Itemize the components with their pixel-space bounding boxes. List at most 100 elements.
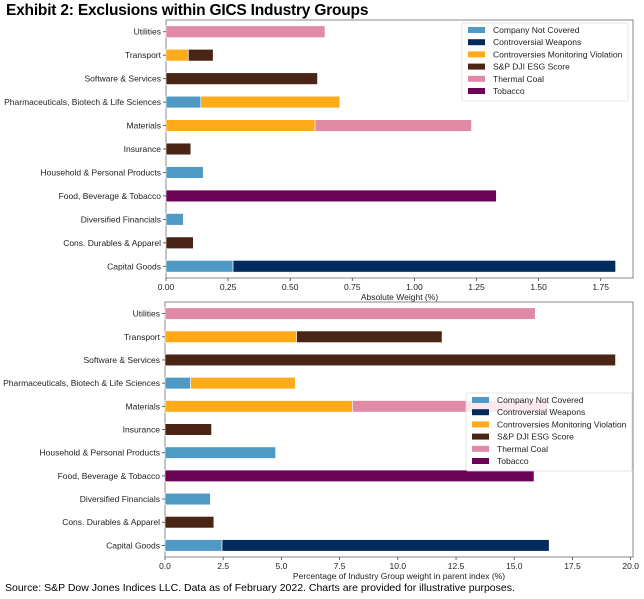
x-tick-label: 5.0	[276, 561, 288, 571]
y-tick-label-insurance: Insurance	[123, 425, 161, 435]
x-tick-label: 0.75	[344, 282, 361, 292]
y-tick-label-diversified-financials: Diversified Financials	[80, 494, 160, 504]
legend-swatch-company-not-covered	[468, 27, 485, 33]
legend: Company Not Covered Controversial Weapons…	[461, 22, 629, 102]
bar-pharmaceuticals-biotech-and-life-sciences-controversies-monitoring-violation	[190, 377, 296, 390]
legend-box	[461, 22, 629, 102]
legend-box	[465, 392, 633, 472]
y-tick-label-software-and-services: Software & Services	[84, 74, 161, 84]
bar-transport-sandp-dji-esg-score	[188, 49, 214, 62]
bar-capital-goods-company-not-covered	[165, 260, 234, 273]
bar-capital-goods-company-not-covered	[164, 539, 223, 552]
bar-diversified-financials-company-not-covered	[164, 492, 211, 506]
bar-food-beverage-and-tobacco-tobacco	[165, 189, 497, 203]
y-tick-label-food-beverage-and-tobacco: Food, Beverage & Tobacco	[58, 471, 161, 481]
legend: Company Not Covered Controversial Weapons…	[465, 392, 633, 472]
legend-swatch-company-not-covered	[472, 397, 489, 403]
bar-insurance-sandp-dji-esg-score	[165, 142, 192, 156]
x-tick-label: 10.0	[390, 561, 407, 571]
legend-swatch-sandp-dji-esg-score	[468, 63, 485, 70]
x-tick-label: 2.5	[217, 561, 229, 571]
legend-swatch-controversial-weapons	[468, 39, 485, 46]
y-tick-label-insurance: Insurance	[124, 144, 162, 154]
y-tick-label-cons-durables-and-apparel: Cons. Durables & Apparel	[62, 517, 160, 527]
bar-software-and-services-sandp-dji-esg-score	[165, 72, 318, 85]
y-tick-label-utilities: Utilities	[134, 27, 161, 37]
x-tick-label: 1.50	[530, 282, 547, 292]
bar-materials-controversies-monitoring-violation	[164, 400, 353, 413]
legend-swatch-tobacco	[468, 88, 485, 94]
y-tick-label-pharmaceuticals-biotech-and-life-sciences: Pharmaceuticals, Biotech & Life Sciences	[3, 378, 160, 388]
y-tick-label-transport: Transport	[125, 50, 162, 60]
y-tick-label-capital-goods: Capital Goods	[106, 540, 160, 550]
legend-swatch-thermal-coal	[472, 445, 489, 452]
legend-label-controversial-weapons: Controversial Weapons	[493, 37, 581, 47]
x-axis-label: Percentage of Industry Group weight in p…	[293, 571, 505, 581]
legend-label-tobacco: Tobacco	[493, 86, 525, 96]
x-tick-label: 20.0	[622, 561, 639, 571]
bar-transport-sandp-dji-esg-score	[296, 330, 443, 343]
bar-insurance-sandp-dji-esg-score	[164, 423, 212, 436]
bar-utilities-thermal-coal	[165, 25, 326, 38]
bar-transport-controversies-monitoring-violation	[164, 330, 297, 343]
bar-diversified-financials-company-not-covered	[165, 213, 184, 226]
y-tick-label-cons-durables-and-apparel: Cons. Durables & Apparel	[63, 238, 161, 248]
legend-swatch-controversies-monitoring-violation	[472, 421, 489, 428]
y-tick-label-transport: Transport	[124, 332, 161, 342]
bar-household-and-personal-products-company-not-covered	[165, 166, 204, 179]
x-tick-label: 0.50	[282, 282, 299, 292]
x-tick-label: 1.00	[406, 282, 423, 292]
bar-materials-controversies-monitoring-violation	[165, 119, 316, 132]
bar-cons-durables-and-apparel-sandp-dji-esg-score	[165, 236, 194, 249]
x-tick-label: 7.5	[334, 561, 346, 571]
x-tick-label: 1.75	[592, 282, 609, 292]
legend-swatch-sandp-dji-esg-score	[472, 433, 489, 440]
legend-label-company-not-covered: Company Not Covered	[497, 395, 584, 405]
legend-label-thermal-coal: Thermal Coal	[493, 74, 544, 84]
x-axis-label: Absolute Weight (%)	[361, 292, 438, 302]
bar-food-beverage-and-tobacco-tobacco	[164, 469, 535, 482]
bar-utilities-thermal-coal	[164, 307, 536, 320]
y-tick-label-utilities: Utilities	[133, 309, 160, 319]
legend-swatch-controversies-monitoring-violation	[468, 51, 485, 58]
legend-label-controversies-monitoring-violation: Controversies Monitoring Violation	[497, 419, 627, 429]
source-note: Source: S&P Dow Jones Indices LLC. Data …	[5, 582, 515, 594]
x-tick-label: 12.5	[448, 561, 465, 571]
x-tick-label: 1.25	[468, 282, 485, 292]
bar-pharmaceuticals-biotech-and-life-sciences-controversies-monitoring-violation	[200, 95, 341, 109]
y-tick-label-household-and-personal-products: Household & Personal Products	[41, 167, 162, 177]
bar-software-and-services-sandp-dji-esg-score	[164, 353, 616, 367]
legend-label-sandp-dji-esg-score: S&P DJI ESG Score	[493, 62, 570, 72]
bar-cons-durables-and-apparel-sandp-dji-esg-score	[164, 516, 215, 529]
y-tick-label-food-beverage-and-tobacco: Food, Beverage & Tobacco	[59, 191, 162, 201]
bar-capital-goods-controversial-weapons	[232, 260, 616, 273]
y-tick-label-software-and-services: Software & Services	[83, 355, 160, 365]
bar-transport-controversies-monitoring-violation	[165, 49, 189, 62]
legend-swatch-thermal-coal	[468, 75, 485, 82]
x-tick-label: 0.00	[158, 282, 175, 292]
y-tick-label-capital-goods: Capital Goods	[107, 261, 161, 271]
x-tick-label: 15.0	[506, 561, 523, 571]
y-tick-label-pharmaceuticals-biotech-and-life-sciences: Pharmaceuticals, Biotech & Life Sciences	[4, 97, 161, 107]
x-tick-label: 17.5	[564, 561, 581, 571]
x-tick-label: 0.25	[220, 282, 237, 292]
legend-label-sandp-dji-esg-score: S&P DJI ESG Score	[497, 432, 574, 442]
chart-percentage-of-industry-group: Capital Goods Cons. Durables & Apparel Div…	[3, 301, 639, 581]
legend-label-thermal-coal: Thermal Coal	[497, 444, 548, 454]
exhibit-title: Exhibit 2: Exclusions within GICS Indust…	[6, 2, 369, 19]
y-tick-label-materials: Materials	[126, 401, 160, 411]
legend-swatch-controversial-weapons	[472, 409, 489, 416]
legend-label-controversies-monitoring-violation: Controversies Monitoring Violation	[493, 49, 623, 59]
bar-capital-goods-controversial-weapons	[221, 539, 550, 552]
legend-label-tobacco: Tobacco	[497, 456, 529, 466]
legend-label-controversial-weapons: Controversial Weapons	[497, 407, 585, 417]
legend-label-company-not-covered: Company Not Covered	[493, 25, 580, 35]
x-tick-label: 0.0	[159, 561, 171, 571]
legend-swatch-tobacco	[472, 458, 489, 464]
y-tick-label-household-and-personal-products: Household & Personal Products	[40, 448, 161, 458]
y-tick-label-diversified-financials: Diversified Financials	[81, 214, 161, 224]
bar-household-and-personal-products-company-not-covered	[164, 446, 276, 459]
y-tick-label-materials: Materials	[127, 121, 161, 131]
bar-materials-thermal-coal	[314, 119, 472, 132]
